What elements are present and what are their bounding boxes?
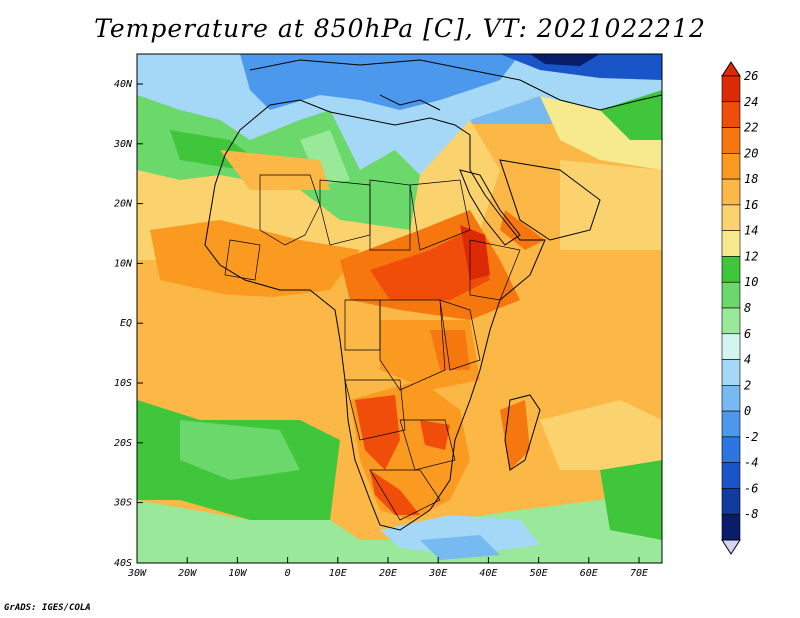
lon-tick-label: 60E [580, 568, 598, 579]
colorbar-swatch [721, 256, 741, 283]
colorbar-swatch [721, 307, 741, 335]
lat-tick-label: 20N [114, 199, 133, 210]
colorbar-label: 12 [744, 249, 758, 263]
colorbar-label: -4 [744, 456, 758, 470]
colorbar-swatch [721, 230, 741, 257]
map-panel [137, 54, 662, 563]
country-borders [224, 174, 521, 521]
colorbar-swatch [721, 75, 741, 103]
colorbar-label: 8 [744, 301, 751, 315]
colorbar-label: 20 [744, 146, 758, 160]
lon-tick-label: 50E [530, 568, 548, 579]
lon-tick-label: 70E [630, 568, 648, 579]
colorbar-swatch [721, 488, 741, 515]
lat-tick-label: 40S [114, 558, 132, 569]
colorbar-swatch [721, 436, 741, 463]
lat-tick-label: EQ [120, 318, 132, 329]
colorbar-swatch [721, 359, 741, 386]
colorbar-swatch [721, 333, 741, 360]
map-title: Temperature at 850hPa [C], VT: 202102221… [94, 14, 706, 43]
colorbar-label: 2 [744, 378, 751, 392]
colorbar-label: 16 [744, 198, 758, 212]
colorbar-swatch [721, 462, 741, 489]
grads-credit: GrADS: IGES/COLA [4, 603, 91, 613]
colorbar-label: 24 [744, 95, 758, 109]
colorbar-swatch [721, 513, 741, 541]
map-frame [136, 53, 663, 564]
lon-tick-label: 30W [127, 568, 147, 579]
lat-tick-label: 10N [114, 258, 133, 269]
lat-tick-label: 30N [113, 139, 133, 150]
colorbar-swatch [721, 101, 741, 128]
colorbar-swatch [721, 153, 741, 180]
colorbar-swatch [721, 127, 741, 154]
colorbar-label: 18 [744, 172, 758, 186]
lon-tick-label: 10E [329, 568, 347, 579]
coastline-outlines [204, 59, 662, 531]
lat-tick-label: 10S [114, 378, 132, 389]
lon-tick-label: 40E [479, 568, 497, 579]
colorbar-swatch [721, 385, 741, 412]
colorbar-label: -6 [744, 481, 758, 495]
colorbar-label: -2 [744, 430, 758, 444]
latitude-axis: 40N 30N 20N 10N EQ 10S 20S 30S 40S [113, 79, 143, 569]
colorbar-swatch [721, 281, 741, 309]
colorbar-label: 26 [744, 69, 758, 83]
colorbar-label: 14 [744, 224, 758, 238]
lon-tick-label: 0 [285, 568, 291, 579]
colorbar-label: 0 [744, 404, 751, 418]
lon-tick-label: 20W [178, 568, 197, 579]
lat-tick-label: 30S [113, 498, 132, 509]
colorbar-label: 10 [744, 275, 758, 289]
lon-tick-label: 30E [428, 568, 447, 579]
colorbar-swatch [721, 178, 741, 206]
colorbar-label: 4 [744, 353, 751, 367]
lat-tick-label: 20S [114, 438, 132, 449]
lon-tick-label: 20E [379, 568, 397, 579]
longitude-axis: 30W 20W 10W 0 10E 20E 30E 40E 50E 60E 70E [127, 557, 648, 579]
colorbar-max-arrow [721, 61, 741, 77]
colorbar-label: 6 [744, 327, 751, 341]
colorbar-label: 22 [744, 121, 758, 135]
colorbar-label: -8 [744, 507, 758, 521]
lon-tick-label: 10W [228, 568, 247, 579]
lat-tick-label: 40N [114, 79, 133, 90]
colorbar-swatch [721, 204, 741, 231]
colorbar-min-arrow [721, 539, 741, 555]
colorbar-swatch [721, 410, 741, 438]
